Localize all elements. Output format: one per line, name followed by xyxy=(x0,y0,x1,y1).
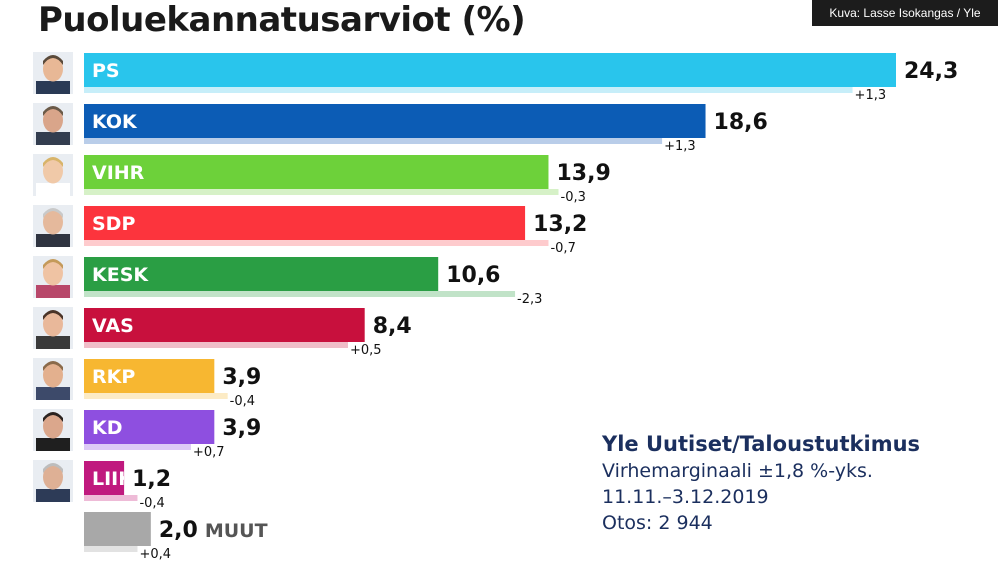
chart-title: Puoluekannatusarviot (%) xyxy=(38,0,526,40)
bar-label-muut: MUUT xyxy=(205,520,268,542)
value-label-ps: 24,3 xyxy=(904,59,958,84)
bar-kd xyxy=(84,410,215,444)
source-org: Yle Uutiset/Taloustutkimus xyxy=(602,432,921,456)
bar-label-kok: KOK xyxy=(92,111,138,133)
change-label-vas: +0,5 xyxy=(350,343,382,358)
change-label-sdp: -0,7 xyxy=(550,241,575,256)
bar-rkp xyxy=(84,359,215,393)
bar-label-liik: LIIK xyxy=(92,468,134,490)
prev-bar-rkp xyxy=(84,393,228,399)
bar-vas xyxy=(84,308,365,342)
bar-vihr xyxy=(84,155,549,189)
change-label-rkp: -0,4 xyxy=(230,394,255,409)
bar-ps xyxy=(84,53,896,87)
bar-label-kesk: KESK xyxy=(92,264,149,286)
prev-bar-muut xyxy=(84,546,138,552)
value-label-vas: 8,4 xyxy=(373,314,412,339)
avatar-vihr xyxy=(33,154,73,196)
prev-bar-liik xyxy=(84,495,138,501)
bar-kok xyxy=(84,104,706,138)
bar-sdp xyxy=(84,206,526,240)
change-label-vihr: -0,3 xyxy=(561,190,586,205)
source-block: Yle Uutiset/Taloustutkimus Virhemarginaa… xyxy=(602,432,920,536)
value-label-vihr: 13,9 xyxy=(556,161,610,186)
bars-group: PS 24,3 +1,3 KOK 18,6 +1,3 VIHR 13,9 -0,3 SDP 13,2… xyxy=(84,53,958,561)
value-label-kesk: 10,6 xyxy=(446,263,500,288)
prev-bar-sdp xyxy=(84,240,549,246)
value-label-muut: 2,0 xyxy=(159,518,198,543)
bar-label-sdp: SDP xyxy=(92,213,135,235)
bar-label-ps: PS xyxy=(92,60,120,82)
change-label-ps: +1,3 xyxy=(855,88,887,103)
avatar-rkp xyxy=(33,358,73,400)
value-label-kd: 3,9 xyxy=(222,416,261,441)
prev-bar-ps xyxy=(84,87,853,93)
avatar-ps xyxy=(33,52,73,94)
bar-kesk xyxy=(84,257,439,291)
change-label-kok: +1,3 xyxy=(664,139,696,154)
prev-bar-vas xyxy=(84,342,348,348)
prev-bar-kok xyxy=(84,138,663,144)
prev-bar-kesk xyxy=(84,291,516,297)
avatar-kesk xyxy=(33,256,73,298)
avatar-kd xyxy=(33,409,73,451)
source-sample: Otos: 2 944 xyxy=(602,512,713,534)
value-label-kok: 18,6 xyxy=(714,110,768,135)
avatar-kok xyxy=(33,103,73,145)
bar-muut xyxy=(84,512,151,546)
avatar-liik xyxy=(33,460,73,502)
prev-bar-kd xyxy=(84,444,191,450)
photo-credit: Kuva: Lasse Isokangas / Yle xyxy=(812,0,998,26)
bar-label-vas: VAS xyxy=(92,315,134,337)
value-label-liik: 1,2 xyxy=(132,467,171,492)
source-period: 11.11.–3.12.2019 xyxy=(602,486,769,508)
value-label-sdp: 13,2 xyxy=(533,212,587,237)
bar-label-vihr: VIHR xyxy=(92,162,145,184)
avatar-sdp xyxy=(33,205,73,247)
prev-bar-vihr xyxy=(84,189,559,195)
bar-label-kd: KD xyxy=(92,417,123,439)
value-label-rkp: 3,9 xyxy=(222,365,261,390)
change-label-liik: -0,4 xyxy=(139,496,164,511)
bar-label-rkp: RKP xyxy=(92,366,135,388)
source-margin: Virhemarginaali ±1,8 %-yks. xyxy=(602,460,873,482)
change-label-kd: +0,7 xyxy=(193,445,225,460)
change-label-kesk: -2,3 xyxy=(517,292,542,307)
bar-liik xyxy=(84,461,125,495)
change-label-muut: +0,4 xyxy=(139,547,171,561)
avatar-vas xyxy=(33,307,73,349)
party-leader-avatars xyxy=(33,52,73,502)
